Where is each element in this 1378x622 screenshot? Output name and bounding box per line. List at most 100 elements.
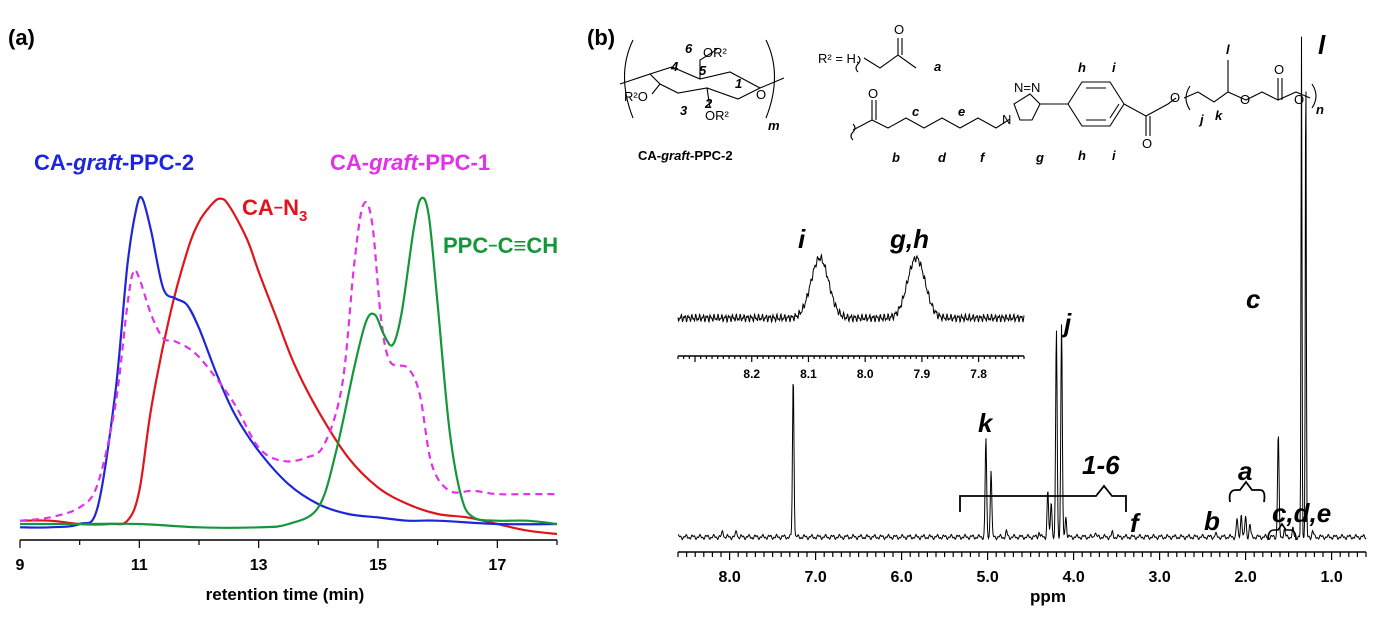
sec-series-2 xyxy=(19,201,557,522)
brace-a xyxy=(1228,480,1266,503)
nmr-x-tick-label: 2.0 xyxy=(1234,569,1256,586)
atom-o-ring: O xyxy=(756,87,766,102)
atom-o-carbonate-co: O xyxy=(1274,62,1284,77)
sec-x-tick-label: 17 xyxy=(488,557,506,574)
atom-o-ester-carbonyl: O xyxy=(1142,136,1152,151)
inset-label-gh: g,h xyxy=(889,224,929,254)
sec-x-ticks: 9 11 13 15 17 xyxy=(16,540,558,574)
ester-group xyxy=(1123,97,1177,136)
nmr-x-tick-label: 8.0 xyxy=(718,569,740,586)
label-d: d xyxy=(938,150,947,165)
structure-labels: OR² R²O OR² O 6 4 5 1 3 2 m CA-graft-PPC… xyxy=(624,22,1324,165)
wavy-bond-2 xyxy=(855,55,861,73)
bracket-n-right xyxy=(1311,83,1317,109)
wavy-bond-1 xyxy=(850,123,856,141)
atom-r2o-3: R²O xyxy=(624,89,648,104)
inset-x-tick-label: 8.1 xyxy=(800,367,817,381)
c1-bond xyxy=(759,77,785,89)
sec-x-axis-label: retention time (min) xyxy=(206,585,365,604)
sec-series-3 xyxy=(20,196,558,529)
acetyl-group xyxy=(863,38,917,69)
label-k: k xyxy=(1215,108,1223,123)
carbonyl-1 xyxy=(871,100,877,120)
carbon-6: 6 xyxy=(685,41,693,56)
sec-series-0 xyxy=(19,197,558,536)
atom-o-acetyl: O xyxy=(894,22,904,37)
peak-label-c-top: c xyxy=(1246,284,1261,314)
c6-bond xyxy=(699,47,719,79)
panel-a-label: (a) xyxy=(8,25,35,50)
sec-series-group xyxy=(19,195,558,536)
inset-x-ticks: 8.2 8.1 8.0 7.9 7.8 xyxy=(677,356,1025,381)
c2-bond xyxy=(706,87,711,109)
bracket-left xyxy=(623,39,634,119)
ppc-chain xyxy=(1183,60,1311,103)
label-c: c xyxy=(912,104,920,119)
carbon-3: 3 xyxy=(680,103,688,118)
atom-n1: N xyxy=(1002,112,1011,127)
nmr-x-tick-label: 6.0 xyxy=(890,569,912,586)
legend-ca-n3: CA−N3 xyxy=(242,195,307,225)
atom-o-carbonyl: O xyxy=(868,86,878,101)
c4-bond xyxy=(619,73,651,85)
bracket-right xyxy=(765,39,776,119)
linker-chain xyxy=(852,117,1011,131)
chemical-structure xyxy=(619,38,1317,141)
atom-o-carbonate-1: O xyxy=(1240,92,1250,107)
peak-label-1-6: 1-6 xyxy=(1082,450,1120,480)
bracket-n-left xyxy=(1185,85,1191,111)
nmr-x-tick-label: 5.0 xyxy=(976,569,998,586)
label-i-top: i xyxy=(1112,60,1116,75)
c3-bond xyxy=(651,83,661,95)
triazole-ring xyxy=(1013,93,1041,121)
label-g: g xyxy=(1035,150,1044,165)
structure-name: CA-graft-PPC-2 xyxy=(638,148,733,163)
peak-label-k: k xyxy=(978,408,994,438)
repeat-n: n xyxy=(1316,102,1324,117)
brace-1-6 xyxy=(959,484,1127,512)
label-i-bottom: i xyxy=(1112,148,1116,163)
peak-label-cde: c,d,e xyxy=(1272,498,1331,528)
atom-or2-2: OR² xyxy=(705,108,730,123)
peak-label-b: b xyxy=(1204,506,1220,536)
sec-x-tick-label: 9 xyxy=(16,557,25,574)
peak-label-l: l xyxy=(1318,30,1326,60)
nmr-chart: 8.0 7.0 6.0 5.0 4.0 3.0 2.0 1.0 ppm 8.2 8.1 8.0 7.… xyxy=(677,30,1367,606)
phenyl-double-bonds xyxy=(1086,87,1120,121)
carbon-2: 2 xyxy=(704,96,713,111)
inset-x-tick-label: 7.8 xyxy=(970,367,987,381)
label-j: j xyxy=(1198,112,1204,127)
peak-label-f: f xyxy=(1130,508,1141,538)
atom-or2-6: OR² xyxy=(703,45,728,60)
nmr-x-ticks: 8.0 7.0 6.0 5.0 4.0 3.0 2.0 1.0 xyxy=(677,552,1367,586)
inset-spectrum-line xyxy=(677,253,1025,324)
glucose-ring xyxy=(648,66,762,100)
atom-o-carbonate-2: O xyxy=(1294,92,1304,107)
legend-ca-graft-ppc-2: CA-graft-PPC-2 xyxy=(34,150,194,175)
sec-chart: 9 11 13 15 17 retention time (min) CA-graft-… xyxy=(16,150,559,604)
label-b: b xyxy=(892,150,900,165)
label-a: a xyxy=(934,59,941,74)
nmr-x-tick-label: 1.0 xyxy=(1320,569,1342,586)
legend-ppc-c-ch: PPC−C≡CH xyxy=(443,233,558,258)
peak-label-j: j xyxy=(1061,308,1072,338)
label-h-top: h xyxy=(1078,60,1086,75)
r2-definition: R² = H, xyxy=(818,51,860,66)
label-f: f xyxy=(980,150,986,165)
carbon-5: 5 xyxy=(699,63,707,78)
label-e: e xyxy=(958,104,965,119)
panel-b-label: (b) xyxy=(587,25,615,50)
inset-x-tick-label: 7.9 xyxy=(914,367,931,381)
inset-x-tick-label: 8.2 xyxy=(743,367,760,381)
label-l: l xyxy=(1226,42,1230,57)
sec-x-tick-label: 11 xyxy=(131,557,148,574)
inset-label-i: i xyxy=(798,224,806,254)
nmr-x-axis-label: ppm xyxy=(1030,587,1066,606)
atom-nnn: N=N xyxy=(1014,80,1040,95)
carbon-1: 1 xyxy=(735,76,742,91)
nmr-x-tick-label: 3.0 xyxy=(1148,569,1170,586)
phenyl-ring xyxy=(1067,81,1125,127)
label-h-bottom: h xyxy=(1078,148,1086,163)
legend-ca-graft-ppc-1: CA-graft-PPC-1 xyxy=(330,150,490,175)
